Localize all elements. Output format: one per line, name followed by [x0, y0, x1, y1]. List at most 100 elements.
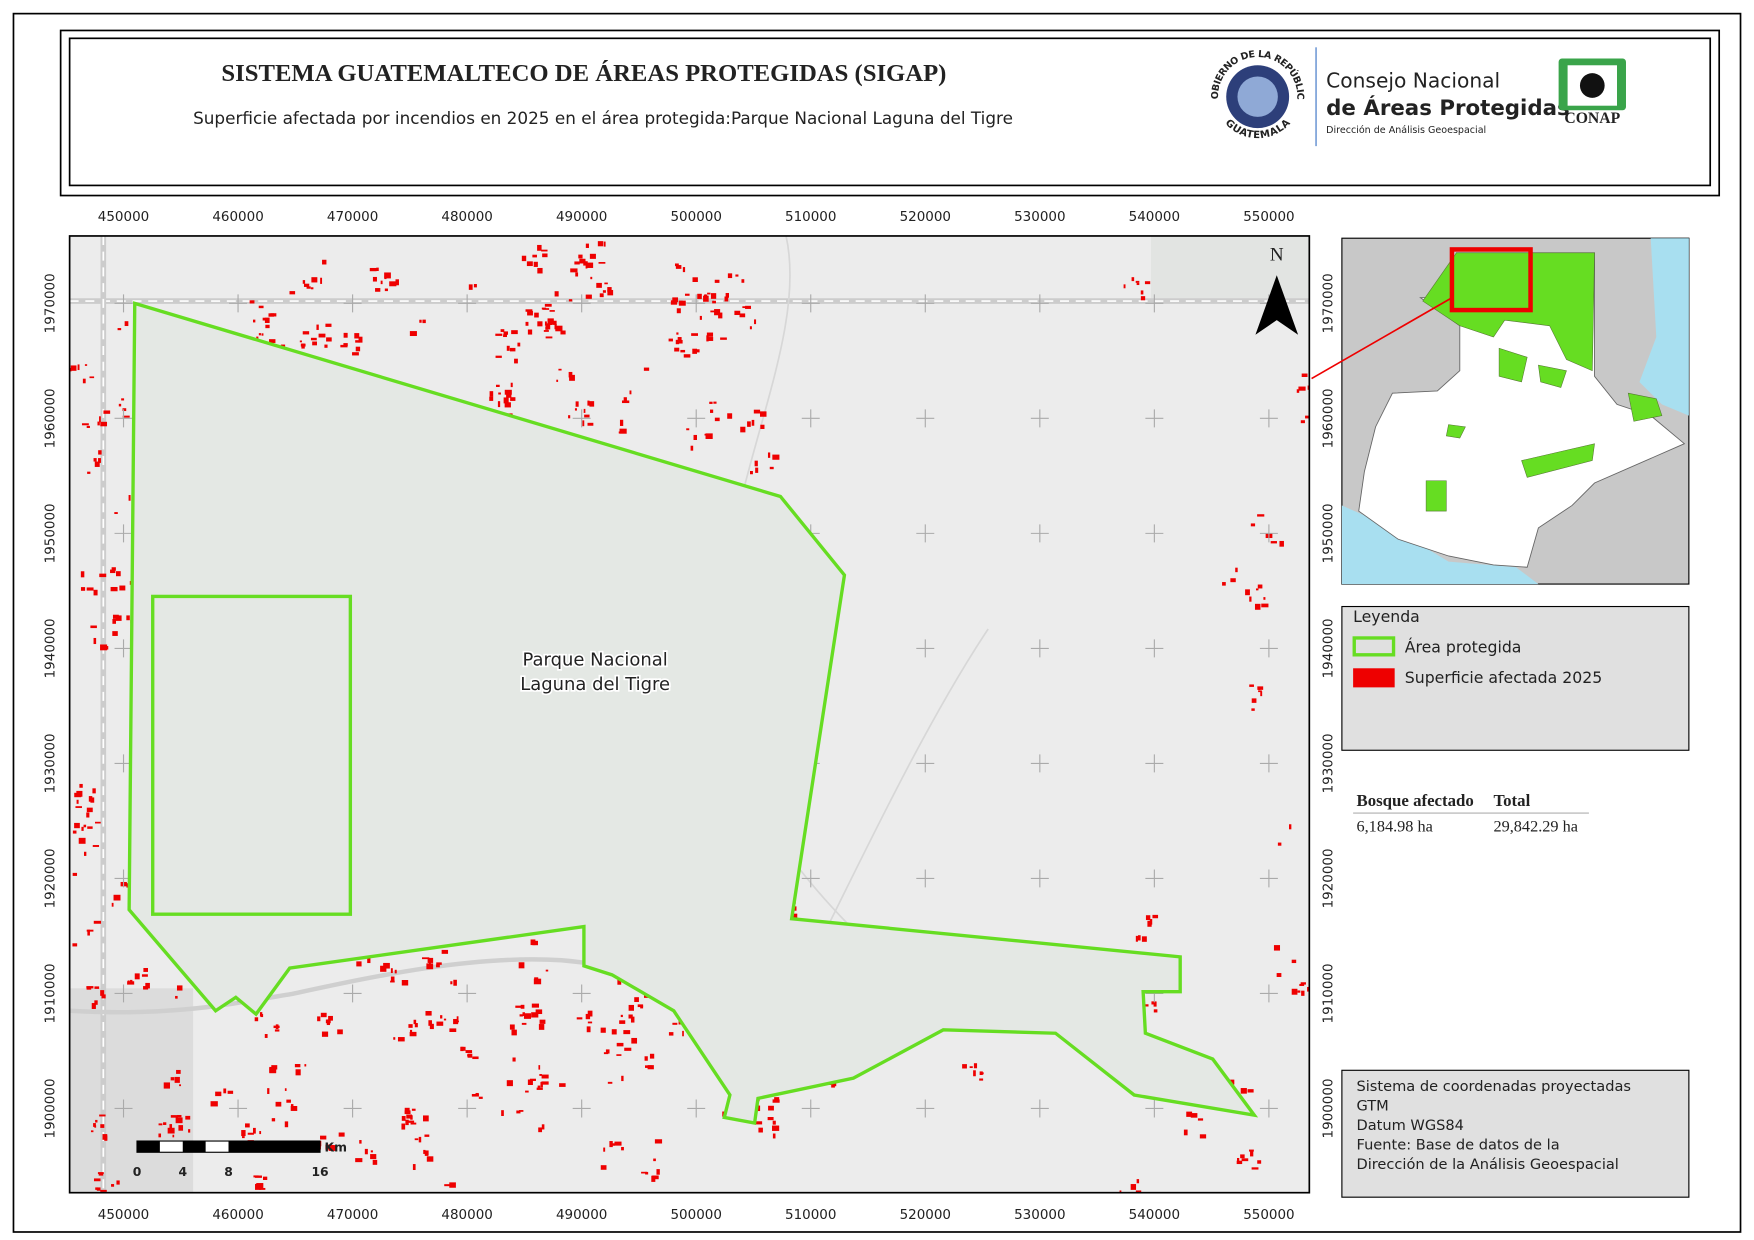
- park-label: Parque Nacional: [523, 649, 668, 670]
- burned-patch: [1288, 824, 1292, 830]
- x-tick-label: 460000: [212, 209, 263, 225]
- burned-patch: [621, 400, 630, 404]
- burned-patch: [380, 965, 387, 972]
- burned-patch: [1263, 597, 1266, 600]
- burned-patch: [568, 371, 573, 378]
- burned-patch: [705, 433, 713, 439]
- burned-patch: [676, 332, 679, 335]
- burned-patch: [271, 1118, 276, 1122]
- burned-patch: [86, 812, 90, 818]
- burned-patch: [311, 277, 318, 283]
- seal-inner: [1237, 76, 1278, 117]
- scale-label: 8: [224, 1165, 233, 1179]
- burned-patch: [1144, 281, 1151, 285]
- burned-patch: [94, 1000, 98, 1005]
- burned-patch: [767, 1117, 774, 1121]
- burned-patch: [509, 1024, 515, 1030]
- burned-patch: [141, 974, 148, 977]
- burned-patch: [1247, 1089, 1254, 1093]
- burned-patch: [81, 826, 84, 831]
- burned-patch: [110, 569, 116, 574]
- burned-patch: [570, 268, 578, 273]
- burned-patch: [390, 968, 393, 974]
- burned-patch: [724, 296, 729, 302]
- grid-cross: [1030, 524, 1049, 543]
- burned-patch: [121, 398, 125, 401]
- burned-patch: [1145, 915, 1151, 921]
- burned-patch: [504, 402, 511, 408]
- burned-patch: [605, 1049, 610, 1054]
- grid-cross: [114, 409, 133, 428]
- burned-patch: [423, 1115, 429, 1122]
- burned-patch: [706, 335, 709, 342]
- burned-patch: [670, 300, 678, 305]
- burned-patch: [87, 471, 91, 474]
- burned-patch: [98, 450, 102, 455]
- burned-patch: [478, 1096, 483, 1099]
- burned-patch: [1230, 1079, 1235, 1085]
- burned-patch: [338, 1132, 345, 1137]
- grid-cross: [114, 639, 133, 658]
- grid-cross: [343, 1099, 362, 1118]
- burned-patch: [290, 1105, 298, 1111]
- burned-patch: [424, 1150, 429, 1156]
- grid-cross: [1145, 1099, 1164, 1118]
- x-tick-label: 480000: [441, 209, 492, 225]
- burned-patch: [511, 330, 518, 335]
- grid-cross: [801, 869, 820, 888]
- burned-patch: [544, 303, 552, 307]
- burned-patch: [102, 1134, 108, 1140]
- subtitle: Superficie afectada por incendios en 202…: [193, 108, 1013, 128]
- info-line: Sistema de coordenadas proyectadas: [1356, 1078, 1631, 1095]
- burned-patch: [436, 964, 440, 968]
- info-line: Dirección de la Análisis Geoespacial: [1356, 1156, 1618, 1173]
- burned-patch: [607, 289, 614, 296]
- burned-patch: [1152, 914, 1159, 919]
- burned-patch: [145, 982, 150, 989]
- burned-patch: [1311, 390, 1315, 395]
- x-tick-label: 480000: [441, 1207, 492, 1223]
- burned-patch: [404, 1110, 411, 1115]
- burned-patch: [692, 348, 697, 354]
- burned-patch: [163, 1082, 171, 1089]
- burned-patch: [1186, 1111, 1193, 1117]
- burned-patch: [1235, 567, 1238, 573]
- burned-patch: [603, 241, 606, 247]
- grid-cross: [114, 294, 133, 313]
- burned-patch: [532, 254, 537, 258]
- grid-cross: [1145, 409, 1164, 428]
- burned-patch: [598, 262, 606, 264]
- burned-patch: [1136, 1179, 1140, 1184]
- burned-patch: [509, 347, 516, 352]
- burned-patch: [578, 254, 583, 259]
- burned-patch: [175, 1117, 183, 1124]
- grid-cross: [1259, 409, 1278, 428]
- burned-patch: [249, 300, 255, 304]
- burned-patch: [80, 571, 85, 578]
- grid-cross: [114, 524, 133, 543]
- burned-patch: [468, 284, 473, 290]
- burned-patch: [269, 339, 276, 343]
- north-arrow: [1255, 275, 1299, 335]
- grid-cross: [229, 294, 248, 313]
- burned-patch: [74, 792, 82, 798]
- burned-patch: [414, 1138, 419, 1141]
- burned-patch: [585, 243, 589, 248]
- burned-patch: [768, 1105, 774, 1111]
- grid-cross: [916, 869, 935, 888]
- badge-text: CONAP: [1564, 110, 1620, 127]
- burned-patch: [413, 1019, 417, 1025]
- burned-patch: [1140, 296, 1146, 301]
- burned-patch: [94, 821, 101, 824]
- burned-patch: [757, 1105, 761, 1112]
- burned-patch: [576, 1017, 583, 1020]
- burned-patch: [697, 293, 702, 299]
- burned-patch: [408, 1024, 413, 1028]
- x-tick-label: 450000: [98, 1207, 149, 1223]
- burned-patch: [1250, 523, 1256, 527]
- burned-patch: [1153, 1009, 1158, 1013]
- burned-patch: [115, 571, 121, 577]
- burned-patch: [114, 512, 118, 514]
- legend-label: Área protegida: [1405, 638, 1522, 657]
